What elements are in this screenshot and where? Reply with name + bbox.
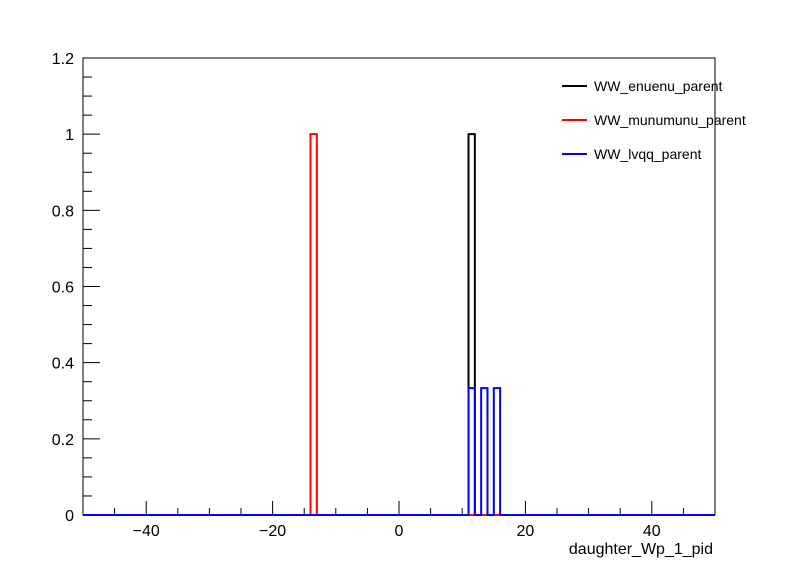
y-tick-label: 1.2 xyxy=(52,51,74,68)
y-tick-label: 0 xyxy=(65,508,74,525)
x-tick-label: −40 xyxy=(133,523,160,540)
x-tick-label: 0 xyxy=(395,523,404,540)
legend-label: WW_enuenu_parent xyxy=(594,78,723,94)
legend: WW_enuenu_parent WW_munumunu_parent WW_lvq… xyxy=(562,78,746,162)
histogram-series-3 xyxy=(83,387,715,516)
histogram-series-2 xyxy=(83,133,715,516)
x-tick-label: 20 xyxy=(517,523,535,540)
y-axis: 0 0.2 0.4 0.6 0.8 1 1.2 xyxy=(52,51,100,525)
x-axis: −40 −20 0 20 40 xyxy=(82,501,716,540)
x-tick-label: 40 xyxy=(643,523,661,540)
y-tick-label: 0.8 xyxy=(52,203,74,220)
histogram-series-1 xyxy=(83,133,715,516)
y-tick-label: 0.4 xyxy=(52,356,74,373)
legend-label: WW_munumunu_parent xyxy=(594,112,746,128)
y-tick-label: 1 xyxy=(65,127,74,144)
series-layer xyxy=(83,133,715,516)
y-tick-label: 0.2 xyxy=(52,432,74,449)
x-axis-title: daughter_Wp_1_pid xyxy=(569,541,713,558)
x-tick-label: −20 xyxy=(259,523,286,540)
y-tick-label: 0.6 xyxy=(52,280,74,297)
legend-label: WW_lvqq_parent xyxy=(594,146,701,162)
